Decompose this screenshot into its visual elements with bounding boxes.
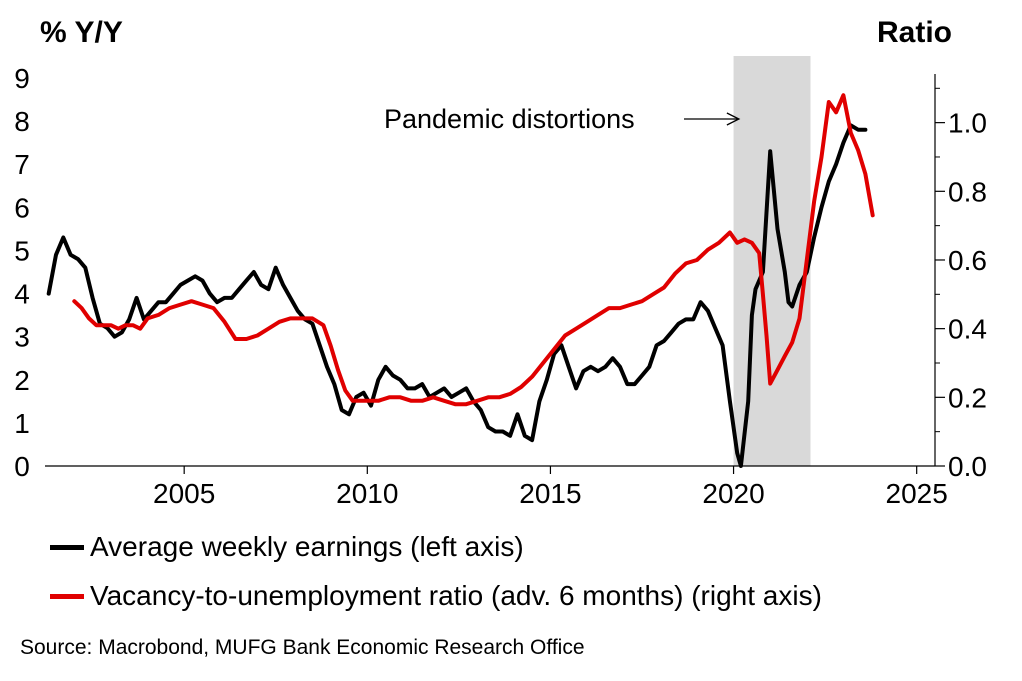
x-tick-label-2005: 2005 bbox=[153, 478, 215, 509]
right-tick-label-0.0: 0.0 bbox=[948, 451, 987, 482]
legend-swatch-red bbox=[50, 593, 84, 599]
x-tick-label-2020: 2020 bbox=[702, 478, 764, 509]
annotation-arrow-head bbox=[726, 112, 741, 126]
x-tick-label-2010: 2010 bbox=[336, 478, 398, 509]
left-tick-label-9: 9 bbox=[14, 63, 30, 94]
left-tick-label-8: 8 bbox=[14, 106, 30, 137]
legend-swatch-black bbox=[50, 544, 84, 550]
left-tick-label-3: 3 bbox=[14, 322, 30, 353]
left-tick-label-6: 6 bbox=[14, 192, 30, 223]
series-line-earnings bbox=[46, 123, 868, 468]
right-tick-label-0.6: 0.6 bbox=[948, 245, 987, 276]
left-tick-label-7: 7 bbox=[14, 149, 30, 180]
right-tick-label-0.2: 0.2 bbox=[948, 382, 987, 413]
series-line-vacancy bbox=[72, 93, 875, 407]
left-axis-label: % Y/Y bbox=[40, 16, 123, 49]
legend-item-earnings: Average weekly earnings (left axis) bbox=[50, 531, 524, 563]
right-tick-label-0.8: 0.8 bbox=[948, 176, 987, 207]
left-tick-label-2: 2 bbox=[14, 365, 30, 396]
legend-label-vacancy: Vacancy-to-unemployment ratio (adv. 6 mo… bbox=[90, 580, 822, 611]
pandemic-shaded-region bbox=[733, 56, 811, 466]
left-tick-label-5: 5 bbox=[14, 235, 30, 266]
right-axis-label: Ratio bbox=[877, 16, 952, 49]
source-note: Source: Macrobond, MUFG Bank Economic Re… bbox=[20, 636, 585, 659]
legend-item-vacancy: Vacancy-to-unemployment ratio (adv. 6 mo… bbox=[50, 580, 822, 612]
x-tick-label-2015: 2015 bbox=[519, 478, 581, 509]
annotation-text: Pandemic distortions bbox=[384, 104, 635, 134]
left-tick-label-4: 4 bbox=[14, 279, 30, 310]
legend-label-earnings: Average weekly earnings (left axis) bbox=[90, 531, 524, 562]
left-tick-label-1: 1 bbox=[14, 408, 30, 439]
left-tick-label-0: 0 bbox=[14, 451, 30, 482]
right-tick-label-0.4: 0.4 bbox=[948, 314, 987, 345]
right-tick-label-1.0: 1.0 bbox=[948, 108, 987, 139]
x-tick-label-2025: 2025 bbox=[886, 478, 948, 509]
